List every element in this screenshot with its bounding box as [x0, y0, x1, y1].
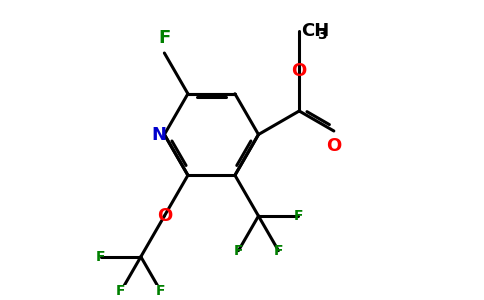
Text: F: F: [158, 29, 170, 47]
Text: F: F: [274, 244, 283, 258]
Text: O: O: [157, 207, 172, 225]
Text: F: F: [294, 209, 303, 223]
Text: N: N: [151, 125, 166, 143]
Text: F: F: [96, 250, 106, 264]
Text: F: F: [116, 284, 126, 298]
Text: O: O: [326, 136, 342, 154]
Text: O: O: [291, 62, 307, 80]
Text: CH: CH: [302, 22, 330, 40]
Text: F: F: [234, 244, 243, 258]
Text: 3: 3: [317, 28, 327, 42]
Text: F: F: [156, 284, 166, 298]
